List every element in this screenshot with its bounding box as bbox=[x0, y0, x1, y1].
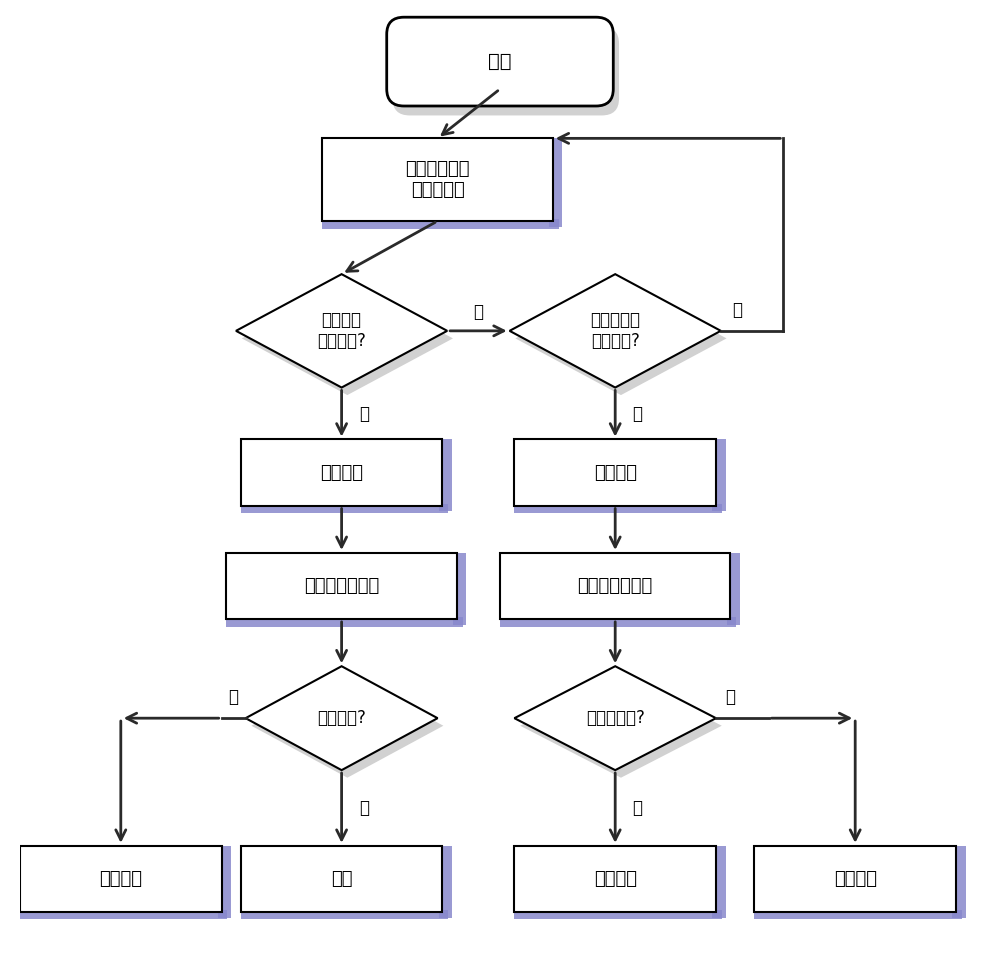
Bar bbox=[754, 910, 962, 920]
Text: 采集三相电流
和零序电压: 采集三相电流 和零序电压 bbox=[405, 160, 470, 200]
Bar bbox=[952, 845, 966, 918]
FancyBboxPatch shape bbox=[387, 17, 613, 106]
Bar bbox=[514, 440, 716, 505]
Polygon shape bbox=[514, 666, 716, 770]
Bar bbox=[20, 845, 222, 912]
Text: 区内故障?: 区内故障? bbox=[317, 710, 366, 727]
Polygon shape bbox=[520, 674, 722, 778]
Bar bbox=[514, 504, 722, 513]
Bar bbox=[322, 219, 559, 228]
Bar bbox=[500, 617, 736, 627]
Text: 是: 是 bbox=[359, 799, 369, 817]
Text: 是: 是 bbox=[632, 405, 642, 422]
FancyBboxPatch shape bbox=[392, 27, 619, 116]
Bar bbox=[20, 910, 227, 920]
Bar bbox=[712, 440, 726, 511]
Bar bbox=[514, 910, 722, 920]
Text: 相间短路: 相间短路 bbox=[320, 464, 363, 482]
Text: 否: 否 bbox=[473, 303, 483, 321]
Polygon shape bbox=[236, 274, 447, 388]
Text: 否: 否 bbox=[229, 688, 239, 707]
Polygon shape bbox=[242, 281, 453, 395]
Bar bbox=[712, 845, 726, 918]
Bar bbox=[727, 553, 740, 625]
Polygon shape bbox=[510, 274, 721, 388]
Bar bbox=[754, 845, 956, 912]
Text: 跳闸: 跳闸 bbox=[331, 870, 352, 888]
Bar bbox=[549, 139, 562, 227]
Bar bbox=[453, 553, 466, 625]
Bar bbox=[226, 617, 463, 627]
Polygon shape bbox=[246, 666, 438, 770]
Bar bbox=[241, 504, 448, 513]
Bar bbox=[439, 440, 452, 511]
Bar bbox=[226, 553, 457, 619]
Text: 相电流突
变量越限?: 相电流突 变量越限? bbox=[317, 311, 366, 350]
Text: 单相接地: 单相接地 bbox=[594, 464, 637, 482]
Bar bbox=[439, 845, 452, 918]
Bar bbox=[514, 845, 716, 912]
Text: 开始: 开始 bbox=[488, 52, 512, 71]
Bar bbox=[322, 139, 553, 221]
Text: 告警信号: 告警信号 bbox=[594, 870, 637, 888]
Bar bbox=[500, 553, 730, 619]
Text: 装置复归: 装置复归 bbox=[99, 870, 142, 888]
Bar bbox=[241, 440, 442, 505]
Text: 是: 是 bbox=[359, 405, 369, 422]
Bar bbox=[241, 910, 448, 920]
Text: 装置复归: 装置复归 bbox=[834, 870, 877, 888]
Text: 小电流接地选线: 小电流接地选线 bbox=[578, 576, 653, 595]
Polygon shape bbox=[515, 281, 727, 395]
Polygon shape bbox=[251, 674, 443, 778]
Text: 否: 否 bbox=[732, 301, 742, 319]
Text: 否: 否 bbox=[726, 688, 736, 707]
Bar bbox=[241, 845, 442, 912]
Text: 是: 是 bbox=[632, 799, 642, 817]
Text: 零序电压突
变量越限?: 零序电压突 变量越限? bbox=[590, 311, 640, 350]
Bar bbox=[218, 845, 231, 918]
Text: 阶段式电流保护: 阶段式电流保护 bbox=[304, 576, 379, 595]
Text: 本线路接地?: 本线路接地? bbox=[586, 710, 645, 727]
